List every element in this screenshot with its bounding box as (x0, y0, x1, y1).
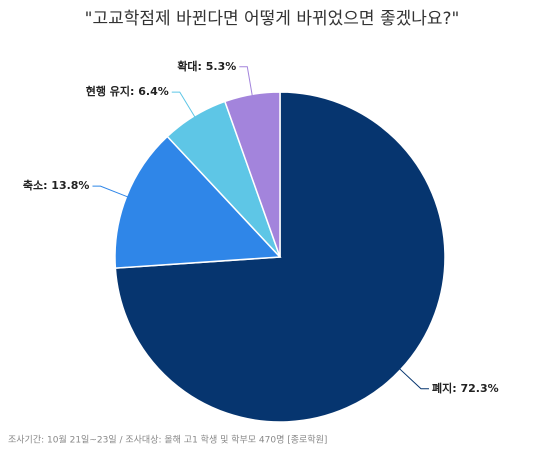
leader-line (92, 185, 129, 198)
data-label: 확대: 5.3% (177, 59, 236, 73)
leader-line (398, 367, 429, 390)
chart-title: "고교학점제 바뀐다면 어떻게 바뀌었으면 좋겠나요?" (85, 9, 460, 29)
leader-line (239, 66, 253, 97)
data-label: 현행 유지: 6.4% (86, 84, 169, 98)
chart-note: 조사기간: 10월 21일~23일 / 조사대상: 올해 고1 학생 및 학부모… (8, 434, 327, 446)
data-label: 폐지: 72.3% (432, 381, 499, 395)
leader-line (171, 91, 196, 118)
data-label: 축소: 13.8% (23, 178, 90, 192)
